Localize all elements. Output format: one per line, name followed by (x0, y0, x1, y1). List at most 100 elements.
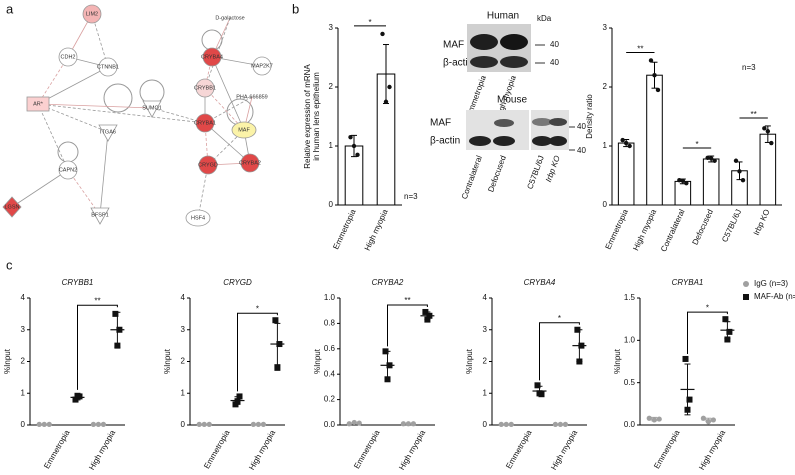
marker-label: 40 (550, 40, 559, 49)
node (195, 113, 215, 133)
point (380, 31, 385, 37)
y-tick-label: 0.5 (624, 378, 636, 387)
point (552, 421, 559, 427)
point (272, 317, 279, 324)
edge (99, 131, 109, 216)
point (196, 421, 202, 427)
loop (57, 141, 79, 163)
node-label: ITGA6 (100, 129, 116, 135)
y-tick-label: 1.5 (624, 293, 636, 302)
band (549, 136, 567, 146)
point (623, 140, 629, 146)
band (494, 119, 514, 127)
node (198, 155, 218, 175)
significance-label: * (256, 304, 259, 313)
panel-label: b (292, 1, 299, 16)
point (651, 417, 657, 423)
y-tick-label: 2 (329, 82, 334, 91)
point (356, 420, 362, 426)
y-tick-label: 2 (603, 82, 608, 91)
y-tick-label: 0.6 (324, 344, 336, 353)
node (98, 124, 118, 142)
node-label: LIM2 (86, 11, 98, 17)
point (508, 421, 514, 427)
node (240, 153, 260, 173)
point (700, 415, 707, 421)
node-label: CRYBB1 (194, 85, 216, 91)
node (185, 209, 211, 227)
legend-marker (743, 281, 749, 287)
y-axis-label: %Input (465, 348, 474, 374)
point (705, 419, 712, 425)
y-tick-label: 3 (329, 23, 334, 32)
node-label: BFSP1 (91, 212, 108, 218)
point (534, 382, 541, 389)
node (231, 121, 257, 139)
lane-label: Defocused (486, 154, 508, 193)
point (236, 393, 243, 400)
point (684, 180, 689, 186)
x-tick-label: Emmetropia (42, 428, 72, 470)
point (724, 336, 731, 343)
point (46, 421, 52, 427)
y-tick-label: 4 (483, 293, 488, 302)
y-axis-label: %Input (3, 348, 12, 374)
band (532, 118, 552, 126)
bar (617, 142, 635, 206)
lane-label: C57BL/6J (525, 154, 545, 190)
band (469, 136, 491, 146)
marker-label: 40 (577, 122, 586, 131)
point (762, 126, 767, 131)
point (737, 169, 742, 174)
y-tick-label: 1.0 (624, 335, 636, 344)
point (656, 416, 662, 422)
y-tick-label: 0.0 (324, 420, 336, 429)
significance-label: * (695, 140, 698, 149)
point (100, 421, 106, 427)
legend-marker (743, 294, 749, 300)
y-tick-label: 0.2 (324, 395, 336, 404)
band (470, 56, 498, 68)
significance-label: ** (404, 296, 410, 305)
node (82, 4, 102, 24)
point (620, 137, 625, 143)
chart-title: CRYBA1 (672, 278, 704, 287)
legend-label: IgG (n=3) (754, 279, 788, 288)
significance-label: ** (751, 110, 757, 119)
point (72, 396, 79, 403)
point (652, 73, 657, 78)
edge (11, 169, 69, 208)
edge (204, 96, 253, 124)
node-label: AR* (33, 101, 44, 107)
chart-title: CRYBB1 (62, 278, 94, 287)
node-label: CRYBA4 (201, 54, 223, 60)
y-axis-label: %Input (313, 348, 322, 374)
point (114, 342, 121, 349)
point (400, 421, 406, 427)
bar (646, 74, 663, 206)
y-tick-label: 0.4 (324, 369, 336, 378)
x-tick-label: High myopia (549, 428, 579, 471)
lane-label: Irbp KO (544, 154, 562, 183)
point (557, 421, 564, 427)
band (500, 56, 528, 68)
point (422, 308, 429, 315)
x-tick-label: Emmetropia (331, 207, 358, 250)
edge (37, 103, 109, 133)
node-label: CRYGD (198, 162, 218, 168)
point (351, 143, 357, 149)
blot-row: β-actin (430, 136, 460, 147)
bar (674, 180, 692, 206)
node-label: MAF (238, 127, 250, 133)
x-tick-label: Contralateral (659, 208, 687, 254)
loop (139, 79, 165, 105)
marker-label: 40 (577, 146, 586, 155)
y-tick-label: 0 (483, 420, 488, 429)
y-tick-label: 0.0 (624, 420, 636, 429)
x-tick-label: Emmetropia (652, 428, 682, 470)
y-tick-label: 0 (603, 200, 608, 209)
network-diagram: LIM2 CDH2 CTNNB1 AR* ITGA6 SUMO1 CAPN2 LGSN BFSP… (2, 4, 273, 227)
y-tick-label: 0 (181, 420, 186, 429)
node-label: HSF4 (191, 215, 205, 221)
y-tick-label: 2 (483, 357, 488, 366)
